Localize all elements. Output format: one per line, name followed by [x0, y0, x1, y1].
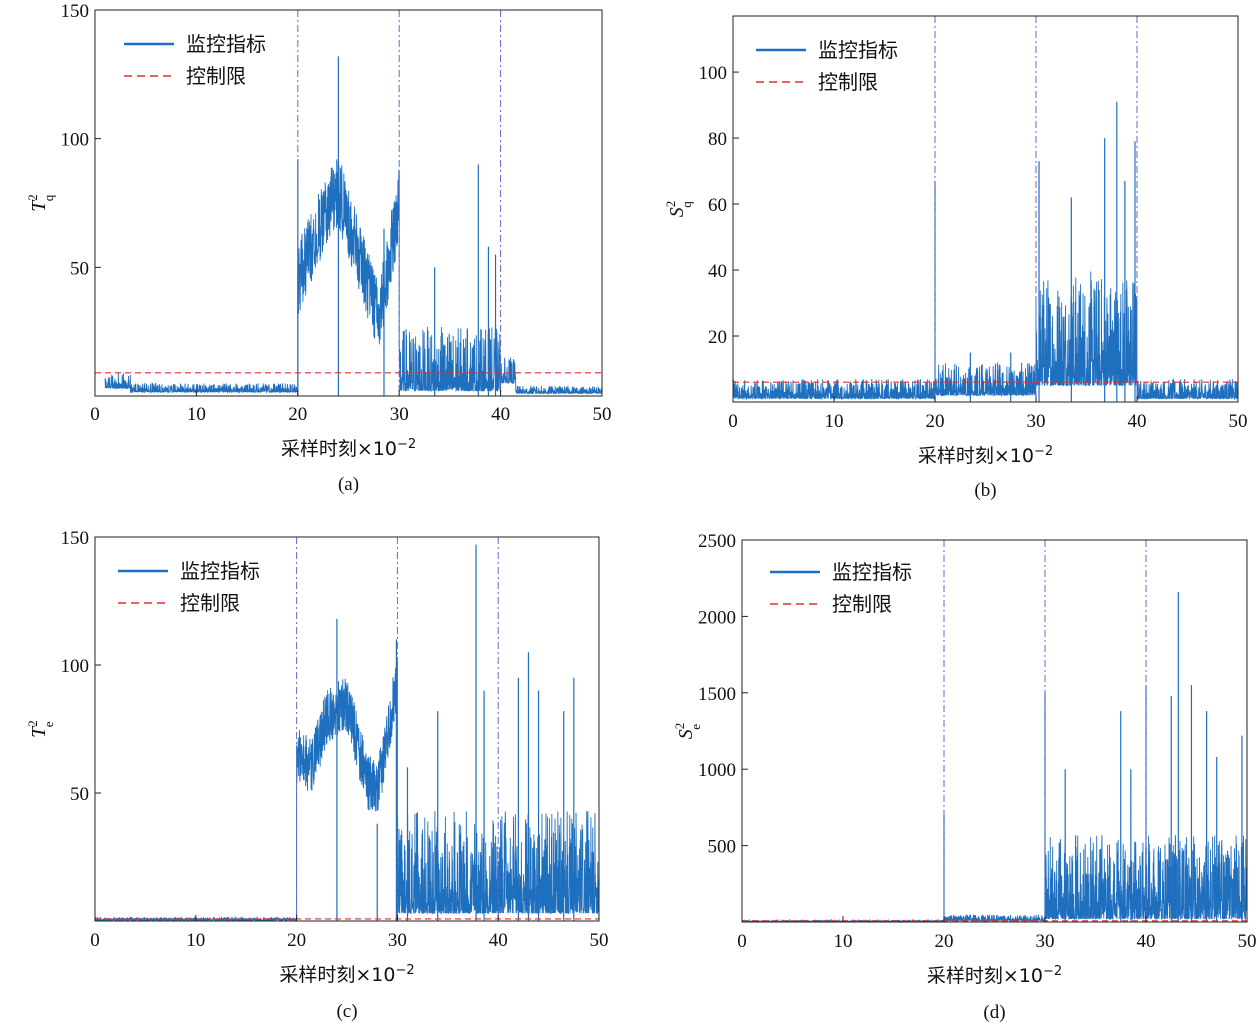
- panel-caption: (b): [974, 480, 996, 501]
- x-tick-label: 50: [1238, 931, 1257, 952]
- legend-label-monitor: 监控指标: [180, 559, 260, 583]
- y-axis-label-sub: q: [41, 194, 56, 201]
- plot-frame: [94, 9, 603, 397]
- legend-label-limit: 控制限: [186, 64, 246, 88]
- chart-panel-d: 0 10 20 30 40 50 500 1000 1500 2000 2500 采样时刻×10−2 S…: [672, 531, 1257, 1023]
- x-tick-label: 20: [926, 411, 945, 432]
- x-tick-label: 20: [935, 931, 954, 952]
- panel-caption: (a): [338, 474, 359, 495]
- x-tick-label: 50: [593, 404, 612, 425]
- x-tick-label: 20: [287, 930, 306, 951]
- legend-label-limit: 控制限: [832, 592, 892, 616]
- y-tick-label: 80: [708, 129, 727, 150]
- panel-caption: (c): [336, 1001, 357, 1022]
- x-axis-label: 采样时刻×10−2: [927, 964, 1062, 988]
- plot-frame: [741, 539, 1248, 923]
- plot-frame: [732, 15, 1239, 403]
- y-axis-label: S2e: [672, 723, 703, 740]
- x-tick-label: 10: [187, 404, 206, 425]
- series-monitor-c: [94, 661, 600, 922]
- legend-label-monitor: 监控指标: [186, 32, 266, 56]
- legend-label-monitor: 监控指标: [832, 560, 912, 584]
- series-monitor-a: [104, 159, 603, 396]
- y-tick-label: 60: [708, 195, 727, 216]
- y-axis-label: T2e: [25, 720, 56, 738]
- x-tick-label: 40: [489, 930, 508, 951]
- y-tick-label: 2500: [698, 531, 736, 552]
- x-axis-label: 采样时刻×10−2: [281, 437, 416, 461]
- y-tick-label: 150: [61, 1, 90, 22]
- y-axis-label-sub: e: [41, 721, 56, 727]
- x-tick-label: 0: [90, 930, 100, 951]
- chart-panel-b: 0 10 20 30 40 50 20 40 60 80 100 采样时刻×10−2 S2q 监控指标控制…: [663, 15, 1248, 501]
- y-tick-label: 100: [61, 130, 90, 151]
- y-tick-label: 100: [699, 63, 728, 84]
- y-tick-label: 500: [708, 837, 737, 858]
- x-tick-label: 30: [388, 930, 407, 951]
- x-tick-label: 40: [1137, 931, 1156, 952]
- x-tick-label: 30: [1036, 931, 1055, 952]
- x-tick-label: 10: [825, 411, 844, 432]
- legend-label-limit: 控制限: [818, 70, 878, 94]
- legend-label-monitor: 监控指标: [818, 38, 898, 62]
- x-tick-label: 50: [1229, 411, 1248, 432]
- x-tick-label: 10: [834, 931, 853, 952]
- y-tick-label: 150: [61, 528, 90, 549]
- y-tick-label: 40: [708, 261, 727, 282]
- y-tick-label: 100: [61, 656, 90, 677]
- series-monitor-b: [732, 271, 1239, 401]
- x-tick-label: 0: [728, 411, 738, 432]
- y-tick-label: 20: [708, 327, 727, 348]
- x-tick-label: 0: [737, 931, 747, 952]
- y-tick-label: 50: [70, 258, 89, 279]
- y-tick-label: 2000: [698, 607, 736, 628]
- y-axis-label: T2q: [25, 194, 56, 212]
- y-axis-label-sup: 2: [25, 194, 40, 201]
- y-axis-label-sup: 2: [663, 201, 678, 208]
- x-tick-label: 50: [590, 930, 609, 951]
- x-tick-label: 40: [491, 404, 510, 425]
- legend-label-limit: 控制限: [180, 591, 240, 615]
- x-tick-label: 20: [288, 404, 307, 425]
- y-axis-label-sub: q: [679, 201, 694, 208]
- plot-frame: [94, 536, 600, 922]
- y-tick-label: 1500: [698, 684, 736, 705]
- y-axis-label-sub: e: [688, 724, 703, 730]
- x-tick-label: 40: [1128, 411, 1147, 432]
- x-axis-label: 采样时刻×10−2: [279, 963, 414, 987]
- x-tick-label: 0: [90, 404, 100, 425]
- x-tick-label: 30: [390, 404, 409, 425]
- y-axis-label-sup: 2: [672, 723, 687, 730]
- y-tick-label: 50: [70, 784, 89, 805]
- x-axis-label: 采样时刻×10−2: [918, 444, 1053, 468]
- y-axis-label: S2q: [663, 201, 694, 218]
- x-tick-label: 30: [1027, 411, 1046, 432]
- panel-caption: (d): [983, 1002, 1005, 1023]
- x-tick-label: 10: [186, 930, 205, 951]
- y-axis-label-sup: 2: [25, 720, 40, 727]
- y-tick-label: 1000: [698, 760, 736, 781]
